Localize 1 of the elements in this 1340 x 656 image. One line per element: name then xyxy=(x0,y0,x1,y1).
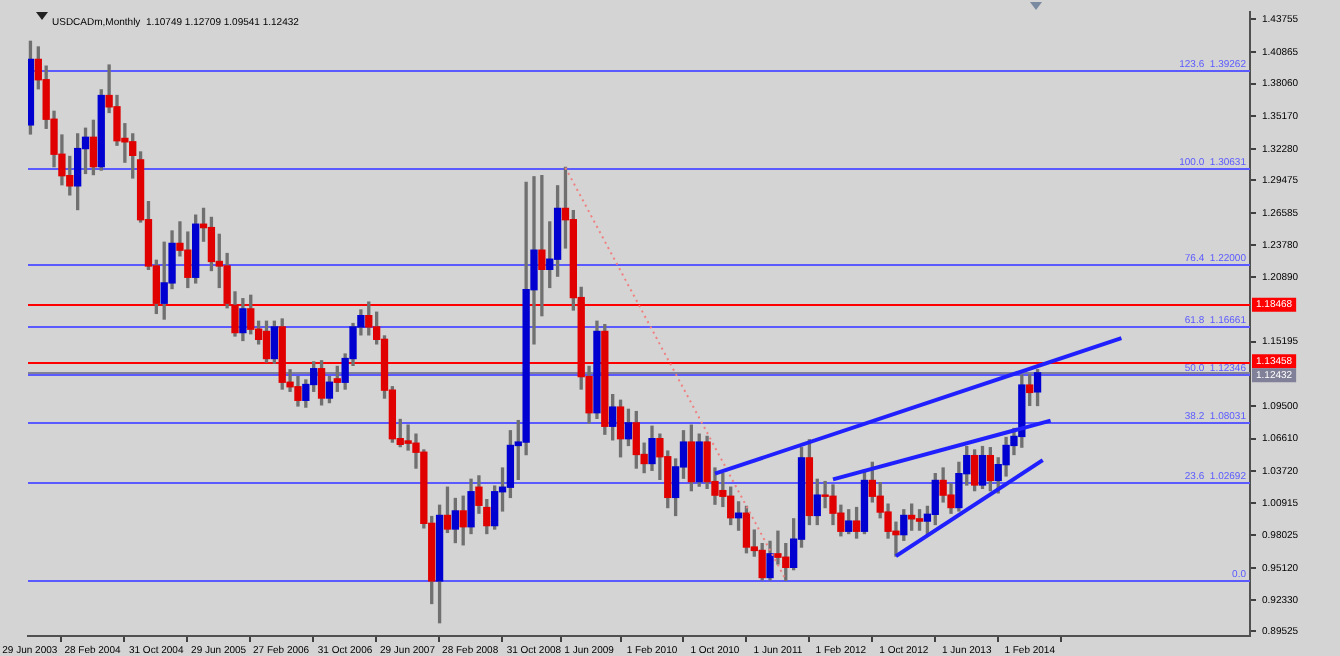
candlestick xyxy=(538,175,546,317)
